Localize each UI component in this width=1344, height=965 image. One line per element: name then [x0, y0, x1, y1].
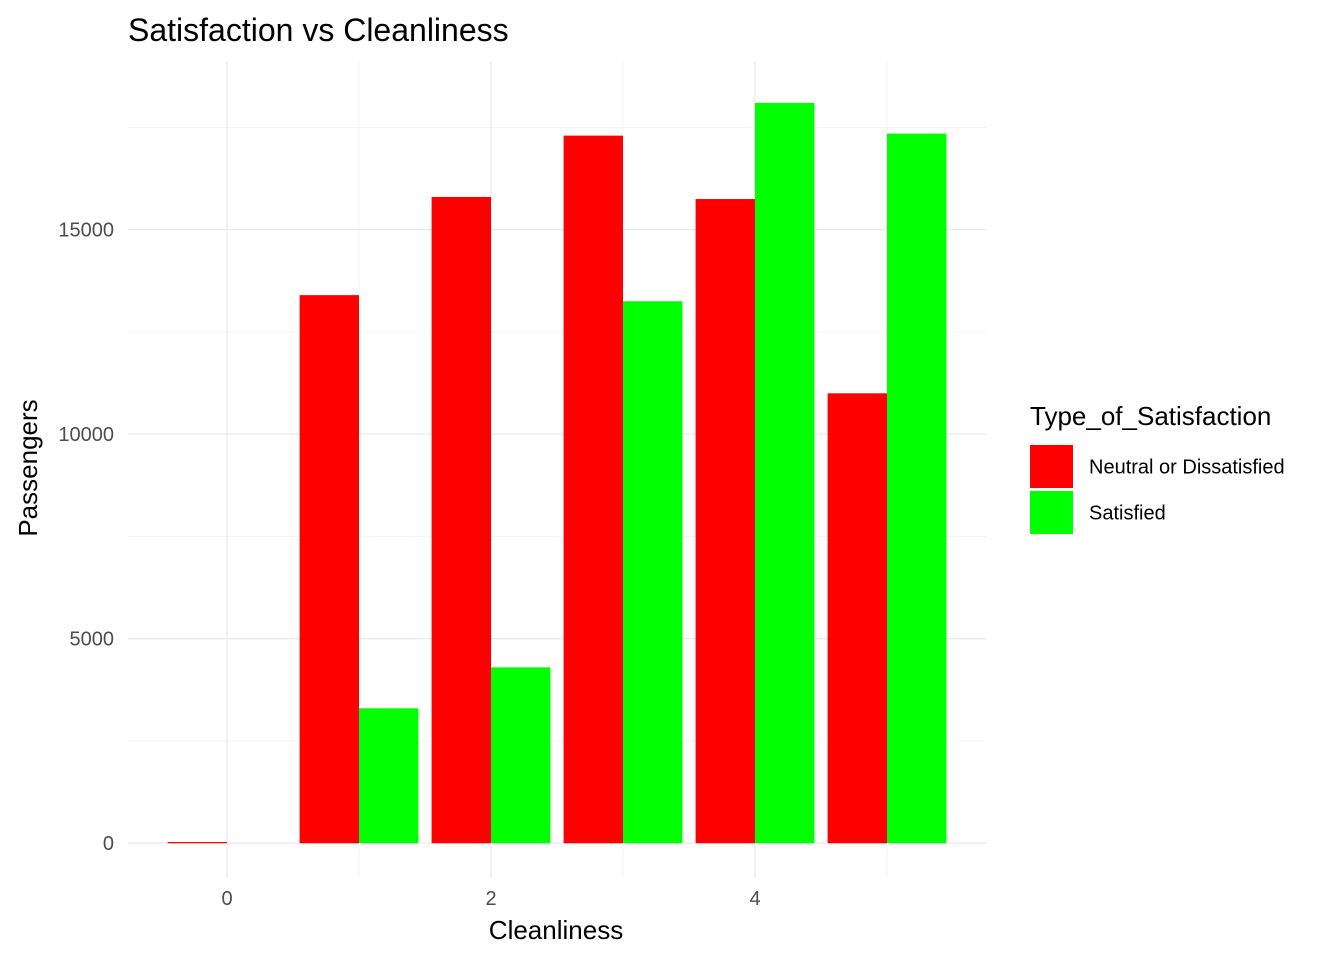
- y-tick-label: 10000: [58, 424, 114, 446]
- legend-label: Satisfied: [1089, 503, 1166, 525]
- legend: Type_of_Satisfaction Neutral or Dissatis…: [1030, 401, 1285, 534]
- bar-neutral-or-dissatisfied-3: [563, 135, 623, 844]
- legend-title: Type_of_Satisfaction: [1030, 401, 1271, 431]
- bar-neutral-or-dissatisfied-1: [299, 295, 359, 844]
- y-tick-label: 5000: [70, 629, 115, 651]
- x-tick-label: 2: [485, 888, 496, 910]
- bar-satisfied-1: [359, 708, 419, 844]
- y-axis-title: Passengers: [13, 399, 43, 536]
- legend-key-satisfied: [1030, 491, 1073, 534]
- axis-layer: 0 5000 10000 15000 0 2 4: [58, 220, 760, 910]
- legend-items: Neutral or Dissatisfied Satisfied: [1030, 445, 1285, 534]
- x-tick-label: 0: [221, 888, 232, 910]
- y-tick-label: 15000: [58, 220, 114, 242]
- y-tick-label: 0: [103, 833, 114, 855]
- legend-label: Neutral or Dissatisfied: [1089, 457, 1285, 479]
- legend-key-neutral-or-dissatisfied: [1030, 445, 1073, 488]
- bar-satisfied-4: [755, 102, 815, 844]
- bar-neutral-or-dissatisfied-2: [431, 196, 491, 844]
- bar-satisfied-2: [491, 667, 551, 844]
- bar-neutral-or-dissatisfied-0: [167, 842, 227, 844]
- x-axis-title: Cleanliness: [489, 915, 623, 945]
- bar-satisfied-5: [887, 133, 947, 844]
- bar-neutral-or-dissatisfied-5: [827, 393, 887, 844]
- bar-layer: [167, 102, 947, 844]
- bar-neutral-or-dissatisfied-4: [695, 199, 755, 844]
- chart-title: Satisfaction vs Cleanliness: [128, 12, 509, 48]
- x-tick-label: 4: [749, 888, 760, 910]
- bar-satisfied-3: [623, 301, 683, 844]
